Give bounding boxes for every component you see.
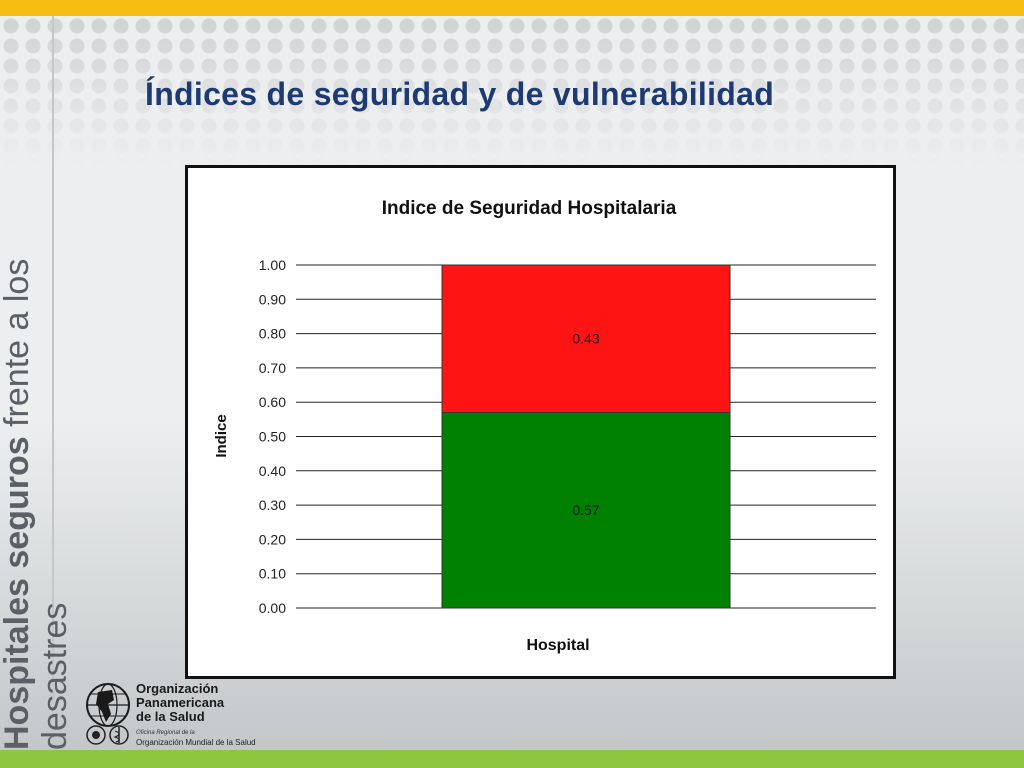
top-accent-bar <box>0 0 1024 16</box>
chart-svg: Indice de Seguridad Hospitalaria Indice … <box>213 198 876 654</box>
paho-logo: Organización Panamericana de la Salud Of… <box>84 680 304 748</box>
bar-segment-1 <box>441 411 731 609</box>
data-label: 0.57 <box>572 502 599 518</box>
chart-container: Indice de Seguridad Hospitalaria Indice … <box>185 165 896 679</box>
globe-icon <box>86 683 130 727</box>
y-tick-label: 0.40 <box>259 463 286 479</box>
y-axis-label: Indice <box>213 414 230 457</box>
side-tagline-regular: frente a los <box>0 258 36 427</box>
y-tick-label: 0.00 <box>259 600 286 616</box>
slide-title: Índices de seguridad y de vulnerabilidad <box>145 76 775 112</box>
y-tick-label: 0.30 <box>259 497 286 513</box>
logo-subtitle-2: Organización Mundial de la Salud <box>136 738 256 747</box>
y-tick-label: 0.90 <box>259 291 286 307</box>
y-tick-label: 0.70 <box>259 360 286 376</box>
data-label: 0.43 <box>572 331 599 347</box>
y-tick-label: 0.10 <box>259 566 286 582</box>
dot-pattern-background <box>0 16 1024 166</box>
sidebar-divider <box>52 16 54 750</box>
logo-subtitle-1: Oficina Regional de la <box>136 730 195 736</box>
x-axis-label: Hospital <box>526 637 589 654</box>
side-tagline-line2: desastres <box>36 602 74 750</box>
logo-organization-name: Organización Panamericana de la Salud <box>136 681 225 724</box>
side-tagline: Hospitales seguros frente a los desastre… <box>0 190 94 750</box>
y-tick-label: 1.00 <box>259 257 286 273</box>
y-tick-label: 0.60 <box>259 394 286 410</box>
side-tagline-bold: Hospitales seguros <box>0 436 36 750</box>
y-tick-label: 0.80 <box>259 326 286 342</box>
chart-title: Indice de Seguridad Hospitalaria <box>382 198 677 219</box>
bar-segment-2 <box>441 264 731 413</box>
y-tick-label: 0.50 <box>259 429 286 445</box>
y-tick-label: 0.20 <box>259 531 286 547</box>
bottom-accent-bar <box>0 750 1024 768</box>
seal-icons <box>86 725 129 745</box>
